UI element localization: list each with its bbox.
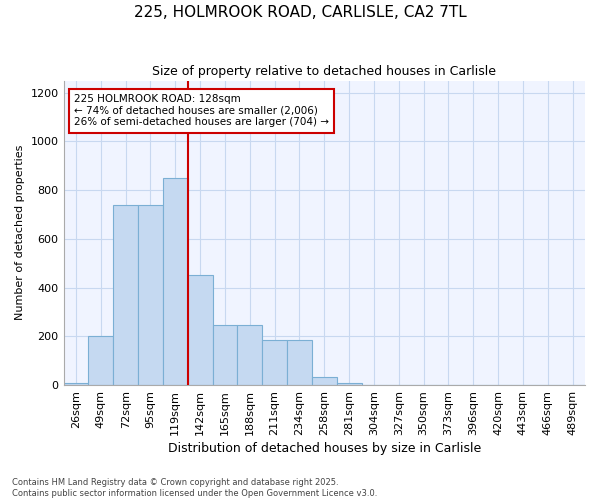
Title: Size of property relative to detached houses in Carlisle: Size of property relative to detached ho… (152, 65, 496, 78)
Bar (212, 326, 238, 385)
Text: Contains HM Land Registry data © Crown copyright and database right 2025.
Contai: Contains HM Land Registry data © Crown c… (12, 478, 377, 498)
Bar (163, 178, 188, 385)
Text: 225 HOLMROOK ROAD: 128sqm
← 74% of detached houses are smaller (2,006)
26% of se: 225 HOLMROOK ROAD: 128sqm ← 74% of detac… (74, 94, 329, 128)
Bar (337, 382, 362, 385)
Bar (138, 205, 163, 385)
Bar (88, 336, 113, 385)
Bar (188, 276, 212, 385)
Bar (312, 376, 337, 385)
X-axis label: Distribution of detached houses by size in Carlisle: Distribution of detached houses by size … (167, 442, 481, 455)
Text: 225, HOLMROOK ROAD, CARLISLE, CA2 7TL: 225, HOLMROOK ROAD, CARLISLE, CA2 7TL (134, 5, 466, 20)
Y-axis label: Number of detached properties: Number of detached properties (15, 145, 25, 320)
Bar (262, 340, 287, 385)
Bar (238, 326, 262, 385)
Bar (113, 205, 138, 385)
Bar (287, 340, 312, 385)
Bar (64, 382, 88, 385)
